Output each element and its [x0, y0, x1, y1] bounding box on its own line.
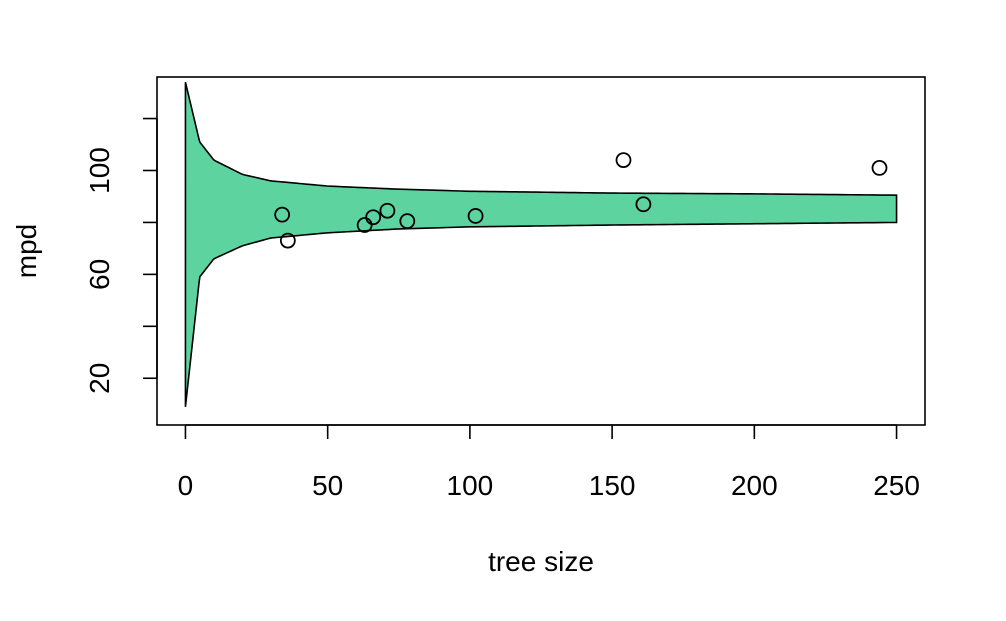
data-point [399, 213, 416, 230]
y-axis: 20 60 100 [84, 117, 158, 394]
data-point [274, 206, 291, 223]
x-tick-label: 100 [447, 470, 494, 501]
plot-frame [156, 76, 926, 426]
x-tick-label: 50 [312, 470, 343, 501]
confidence-band [184, 81, 898, 407]
data-points-layer [274, 152, 888, 249]
x-tick-label: 250 [873, 470, 920, 501]
y-axis-title: mpd [11, 224, 42, 278]
data-point [356, 217, 373, 233]
y-tick-label: 60 [84, 259, 115, 290]
x-tick-label: 200 [731, 470, 778, 501]
data-point [279, 232, 296, 249]
data-point [615, 152, 632, 169]
data-point [467, 208, 484, 224]
data-point [871, 159, 888, 176]
x-axis: 0 50 100 150 200 250 [178, 424, 920, 501]
data-point [379, 202, 396, 219]
y-tick-label: 20 [84, 363, 115, 394]
data-point [365, 209, 382, 226]
confidence-band-layer [184, 81, 898, 407]
x-tick-label: 0 [178, 470, 194, 501]
x-axis-title: tree size [488, 546, 594, 577]
data-point [635, 196, 652, 213]
x-tick-label: 150 [589, 470, 636, 501]
y-tick-label: 100 [84, 147, 115, 194]
